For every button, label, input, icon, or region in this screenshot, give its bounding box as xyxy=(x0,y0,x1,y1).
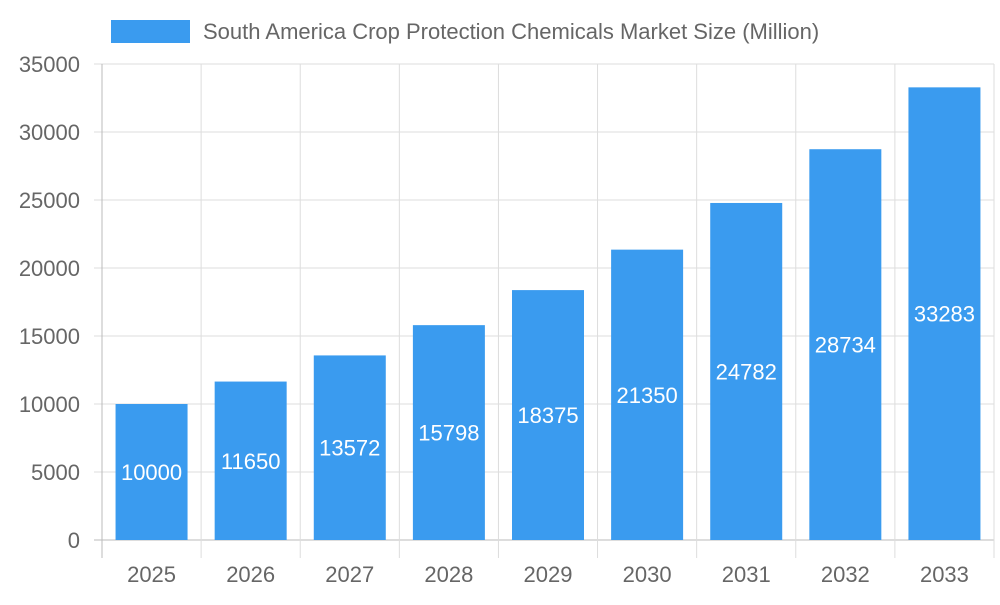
y-tick-label: 35000 xyxy=(19,52,80,77)
y-tick-label: 25000 xyxy=(19,188,80,213)
data-label: 24782 xyxy=(716,359,777,384)
data-label: 11650 xyxy=(221,449,281,474)
data-label: 10000 xyxy=(121,460,182,485)
bars: 10000 11650 13572 15798 18375 21350 24782 28734… xyxy=(115,87,981,541)
x-tick-label: 2032 xyxy=(821,562,870,587)
axes: 0 5000 10000 15000 20000 25000 30000 35000 2025 2… xyxy=(19,52,969,587)
bar-2031 xyxy=(710,202,783,541)
data-label: 13572 xyxy=(319,436,380,461)
data-label: 21350 xyxy=(617,383,678,408)
y-tick-label: 5000 xyxy=(31,460,80,485)
y-tick-label: 20000 xyxy=(19,256,80,281)
x-tick-label: 2031 xyxy=(722,562,771,587)
data-label: 18375 xyxy=(517,403,578,428)
y-tick-label: 10000 xyxy=(19,392,80,417)
bar-2032 xyxy=(809,149,882,541)
grid xyxy=(94,63,995,558)
legend: South America Crop Protection Chemicals … xyxy=(111,19,819,44)
x-tick-label: 2026 xyxy=(226,562,275,587)
x-tick-label: 2025 xyxy=(127,562,176,587)
bar-2033 xyxy=(908,87,981,540)
bar-2025 xyxy=(115,404,188,540)
y-tick-label: 30000 xyxy=(19,120,80,145)
bar-2028 xyxy=(412,325,485,540)
bar-2029 xyxy=(512,290,584,540)
x-tick-label: 2030 xyxy=(623,562,672,587)
legend-swatch xyxy=(111,20,190,43)
x-tick-label: 2027 xyxy=(325,562,374,587)
y-tick-label: 15000 xyxy=(19,324,80,349)
bar-2026 xyxy=(214,381,287,540)
x-tick-label: 2033 xyxy=(920,562,969,587)
data-label: 28734 xyxy=(815,333,876,358)
x-tick-label: 2028 xyxy=(424,562,473,587)
y-tick-label: 0 xyxy=(68,528,80,553)
legend-label: South America Crop Protection Chemicals … xyxy=(203,19,819,44)
bar-2027 xyxy=(313,355,386,540)
bar-2030 xyxy=(611,249,684,540)
x-tick-label: 2029 xyxy=(524,562,573,587)
data-label: 15798 xyxy=(418,421,479,446)
data-label: 33283 xyxy=(914,302,975,327)
